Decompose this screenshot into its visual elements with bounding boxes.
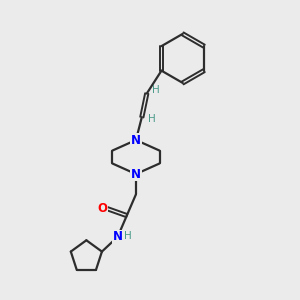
Text: N: N [131,167,141,181]
Text: O: O [98,202,108,215]
Text: N: N [112,230,123,243]
Text: N: N [131,134,141,146]
Text: H: H [124,231,132,241]
Text: H: H [152,85,160,95]
Text: H: H [148,114,155,124]
